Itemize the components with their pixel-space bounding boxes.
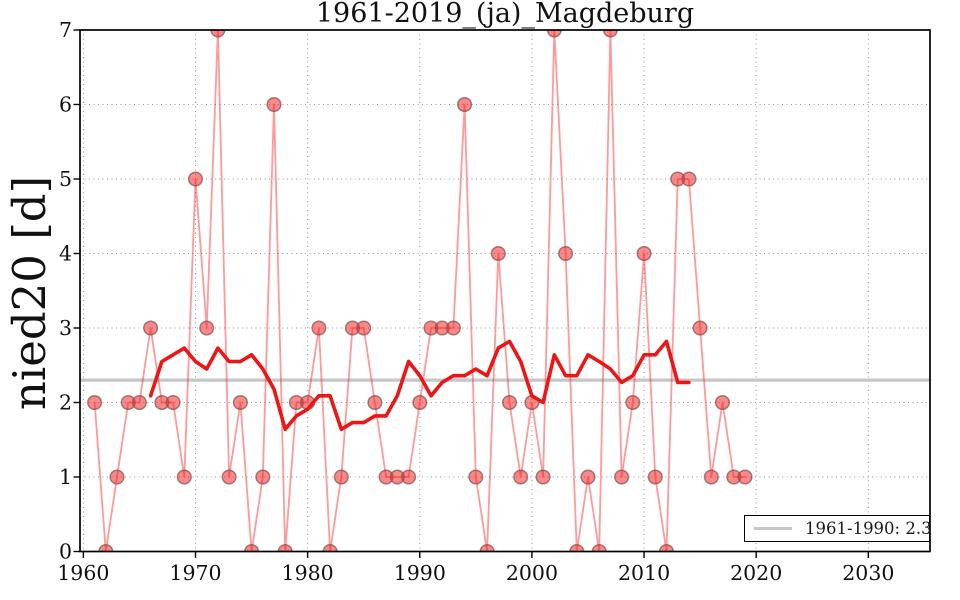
- data-point: [513, 469, 529, 485]
- data-point: [333, 469, 349, 485]
- data-point: [569, 543, 585, 552]
- y-tick-label: 2: [59, 391, 72, 415]
- data-point: [187, 171, 204, 187]
- data-point: [109, 469, 125, 485]
- data-point: [356, 320, 372, 336]
- 11yr-running-mean-series: [148, 339, 691, 432]
- data-point: [277, 543, 293, 552]
- x-tick-label: 2010: [618, 561, 670, 585]
- y-tick-label: 1: [59, 465, 72, 489]
- x-tick-label: 2000: [506, 561, 558, 585]
- data-point: [468, 469, 484, 485]
- data-point: [714, 394, 731, 411]
- data-point: [457, 96, 473, 113]
- data-point: [681, 171, 697, 187]
- data-point: [232, 394, 248, 411]
- legend-line-swatch: [754, 526, 792, 531]
- axes: 1960 1970 1980 1990 2000 2010 2020 2030 0 1 2 3 4 5 6 7: [57, 18, 894, 585]
- legend-box: 1961-1990: 2.3: [744, 515, 932, 542]
- data-point: [165, 394, 181, 411]
- annual-values-series: [87, 30, 753, 552]
- data-point: [636, 245, 652, 262]
- y-tick-label: 3: [59, 316, 72, 340]
- data-point: [490, 245, 506, 262]
- data-point: [176, 469, 192, 485]
- data-point: [255, 469, 271, 485]
- data-point: [322, 543, 338, 552]
- data-point: [703, 469, 719, 485]
- plot-border: [79, 29, 931, 553]
- data-point: [614, 469, 630, 485]
- data-point: [401, 469, 417, 485]
- data-point: [311, 320, 327, 336]
- data-point: [737, 469, 753, 485]
- annual-values-line: [93, 30, 746, 552]
- data-point: [445, 320, 461, 336]
- data-point: [98, 543, 114, 552]
- data-point: [244, 543, 260, 552]
- x-tick-label: 1970: [169, 561, 221, 585]
- chart-title: 1961-2019_(ja)_Magdeburg: [315, 0, 695, 29]
- data-point: [647, 469, 663, 485]
- x-tick-label: 1960: [57, 561, 109, 585]
- data-point: [131, 394, 147, 411]
- y-axis-label: nied20 [d]: [3, 175, 56, 411]
- legend-label: 1961-1990: 2.3: [805, 519, 932, 538]
- x-tick-label: 2020: [730, 561, 782, 585]
- data-point: [412, 394, 428, 411]
- x-tick-label: 1990: [394, 561, 446, 585]
- data-point: [535, 469, 551, 485]
- data-point: [199, 320, 215, 336]
- y-tick-label: 7: [59, 18, 72, 42]
- data-point: [143, 320, 159, 336]
- series-group: [87, 30, 753, 552]
- x-tick-label: 2030: [842, 561, 894, 585]
- data-point: [591, 543, 607, 552]
- data-point: [580, 469, 596, 485]
- data-point: [221, 469, 237, 485]
- x-tick-label: 1980: [282, 561, 334, 585]
- data-point: [658, 543, 675, 552]
- data-point: [266, 96, 282, 113]
- data-point: [625, 394, 641, 411]
- data-point: [692, 320, 708, 336]
- data-point: [479, 543, 495, 552]
- y-tick-label: 5: [59, 167, 72, 191]
- y-tick-label: 4: [59, 242, 72, 266]
- data-point: [367, 394, 383, 411]
- y-tick-label: 0: [59, 540, 72, 564]
- y-tick-label: 6: [59, 93, 72, 117]
- 11yr-running-mean-line: [148, 339, 691, 432]
- data-point: [87, 394, 103, 411]
- data-point: [558, 245, 574, 262]
- data-point: [501, 394, 518, 411]
